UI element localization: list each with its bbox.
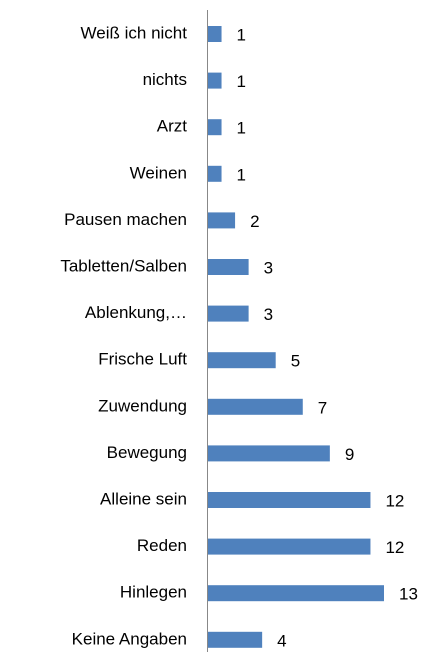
value-label: 9: [345, 445, 354, 464]
bar: [208, 212, 236, 229]
category-label: Zuwendung: [98, 396, 187, 415]
bar: [208, 352, 276, 369]
bar: [208, 119, 222, 136]
value-label: 1: [237, 119, 246, 138]
value-label: 3: [264, 305, 273, 324]
bar: [208, 445, 330, 462]
value-label: 1: [237, 25, 246, 44]
value-label: 3: [264, 258, 273, 277]
bar: [208, 259, 249, 275]
category-label: Reden: [137, 536, 187, 555]
bar: [208, 585, 384, 602]
category-label: Alleine sein: [100, 489, 187, 508]
value-label: 13: [399, 585, 418, 604]
category-label: Keine Angaben: [72, 629, 187, 648]
bar: [208, 26, 222, 42]
category-label: Pausen machen: [64, 210, 187, 229]
value-label: 7: [318, 398, 327, 417]
bar: [208, 538, 371, 555]
category-label: Ablenkung,…: [85, 303, 187, 322]
bar: [208, 492, 371, 508]
bar: [208, 631, 263, 648]
category-label: Weinen: [130, 163, 187, 182]
category-label: Tabletten/Salben: [60, 256, 187, 275]
value-label: 4: [277, 631, 286, 650]
bar: [208, 398, 303, 415]
category-label: nichts: [143, 70, 187, 89]
value-label: 12: [385, 538, 404, 557]
category-label: Arzt: [157, 117, 188, 136]
value-label: 2: [250, 212, 259, 231]
category-label: Bewegung: [107, 443, 187, 462]
bar: [208, 72, 222, 89]
bar: [208, 165, 222, 182]
category-label: Hinlegen: [120, 583, 187, 602]
value-label: 1: [237, 165, 246, 184]
value-label: 5: [291, 352, 300, 371]
bar: [208, 305, 249, 322]
value-label: 1: [237, 72, 246, 91]
category-label: Frische Luft: [98, 350, 187, 369]
category-label: Weiß ich nicht: [81, 23, 188, 42]
value-label: 12: [385, 491, 404, 510]
